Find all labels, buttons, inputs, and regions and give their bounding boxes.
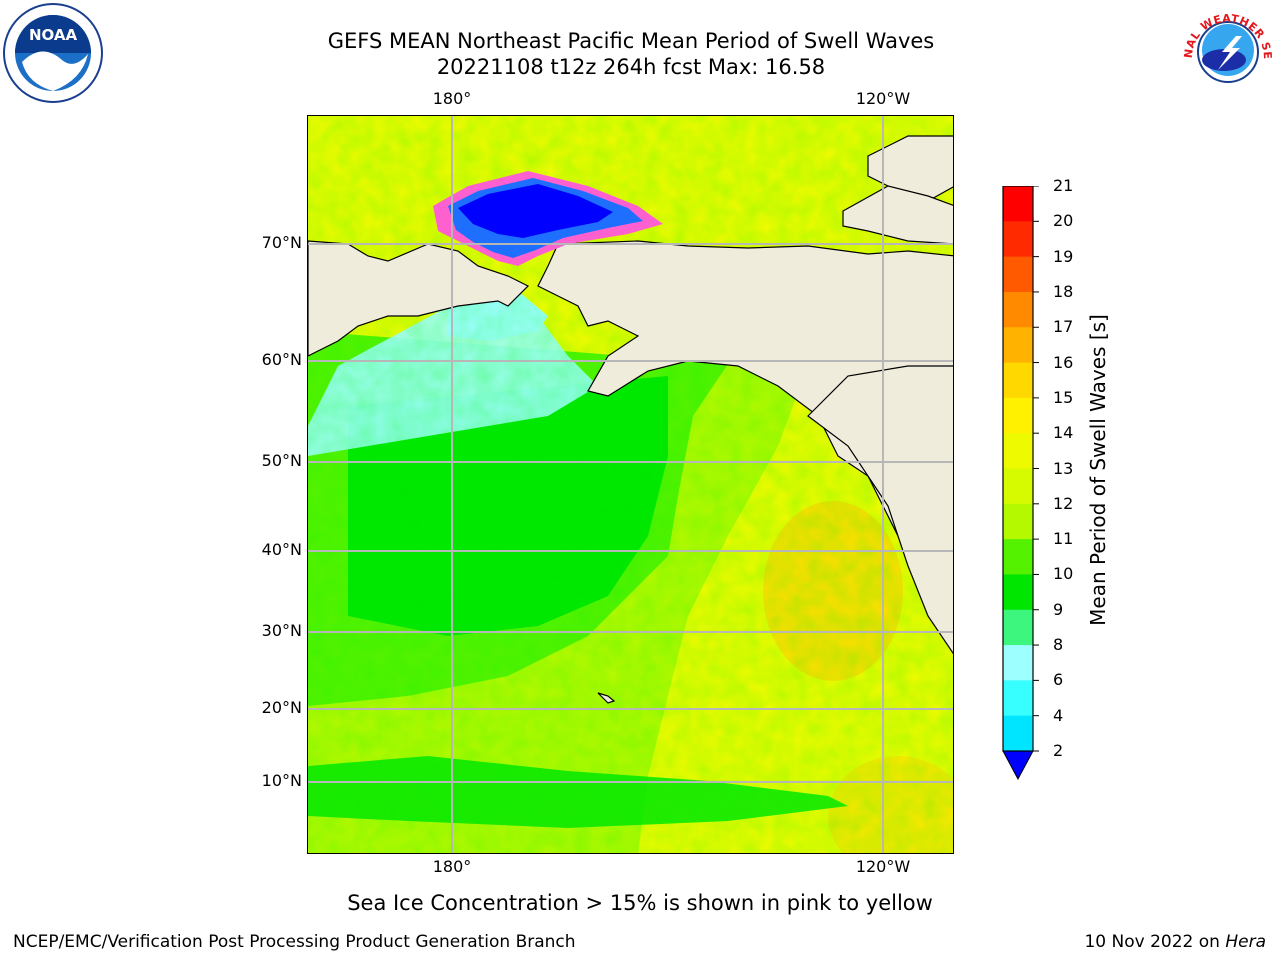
colorbar-swatch [1003,715,1033,752]
colorbar-label: 6 [1053,670,1064,690]
graticule [308,116,953,853]
lat-tick-10n: 10°N [261,771,302,790]
credit-line: NCEP/EMC/Verification Post Processing Pr… [13,932,576,952]
colorbar-label: 12 [1053,493,1074,513]
colorbar-swatch [1003,574,1033,611]
colorbar-swatch [1003,186,1033,222]
land-alaska [537,240,953,635]
colorbar-label: 18 [1053,281,1074,301]
colorbar-swatch [1003,609,1033,646]
land-arctic-islands [867,135,953,202]
lon-tick-top-120w: 120°W [855,89,911,108]
map-title: GEFS MEAN Northeast Pacific Mean Period … [327,29,935,53]
colorbar-swatch [1003,503,1033,540]
colorbar-label: 16 [1053,352,1074,372]
colorbar-label: 11 [1053,529,1074,549]
lat-tick-40n: 40°N [261,540,302,559]
nws-logo: NATIONAL WEATHER SERVICE [1178,2,1276,100]
colorbar-extend-arrow [1002,750,1034,781]
colorbar-swatch [1003,468,1033,505]
lat-tick-60n: 60°N [261,350,302,369]
sea-ice-note: Sea Ice Concentration > 15% is shown in … [347,891,933,915]
colorbar-label: 20 [1053,211,1074,231]
colorbar-swatch [1003,291,1033,328]
colorbar-swatch [1003,256,1033,293]
colorbar-swatch [1003,645,1033,681]
colorbar-label: 15 [1053,387,1074,407]
colorbar-label: 8 [1053,635,1064,655]
land-north-america-coast [807,365,953,655]
colorbar-swatches [1002,186,1039,781]
colorbar-swatch [1003,680,1033,717]
lat-tick-70n: 70°N [261,233,302,252]
colorbar-label: 10 [1053,564,1074,584]
colorbar-swatch [1003,539,1033,575]
lon-tick-top-180: 180° [432,89,472,108]
sea-ice-core [458,184,613,238]
noaa-logo: NOAA [3,3,103,103]
colorbar-title: Mean Period of Swell Waves [s] [1086,314,1110,626]
lat-tick-30n: 30°N [261,621,302,640]
map-panel [307,115,954,854]
land-hawaii [597,692,616,704]
colorbar: 2 4 6 8 9 10 11 12 13 14 15 16 17 18 19 20 21 [1000,177,1120,786]
map-subtitle: 20221108 t12z 264h fcst Max: 16.58 [436,55,826,79]
land-siberia [308,240,530,357]
colorbar-label: 4 [1053,705,1064,725]
colorbar-label: 19 [1053,246,1074,266]
noaa-logo-text: NOAA [29,26,78,44]
lon-tick-bottom-180: 180° [432,857,472,876]
colorbar-label: 17 [1053,317,1074,337]
colorbar-label: 14 [1053,423,1074,443]
colorbar-label: 9 [1053,599,1064,619]
colorbar-swatch [1003,327,1033,364]
colorbar-swatch [1003,433,1033,469]
colorbar-swatch [1003,397,1033,434]
lon-tick-bottom-120w: 120°W [855,857,911,876]
colorbar-label: 13 [1053,458,1074,478]
land-arctic-islands-2 [842,185,953,245]
colorbar-label: 2 [1053,741,1064,760]
lat-tick-20n: 20°N [261,698,302,717]
map-canvas [308,116,953,853]
host-name: Hera [1225,932,1266,952]
lat-tick-50n: 50°N [261,451,302,470]
date-line: 10 Nov 2022 on Hera [1084,932,1266,952]
date-text: 10 Nov 2022 on [1084,932,1220,952]
colorbar-label: 21 [1053,176,1074,195]
colorbar-swatch [1003,221,1033,258]
colorbar-swatch [1003,362,1033,399]
